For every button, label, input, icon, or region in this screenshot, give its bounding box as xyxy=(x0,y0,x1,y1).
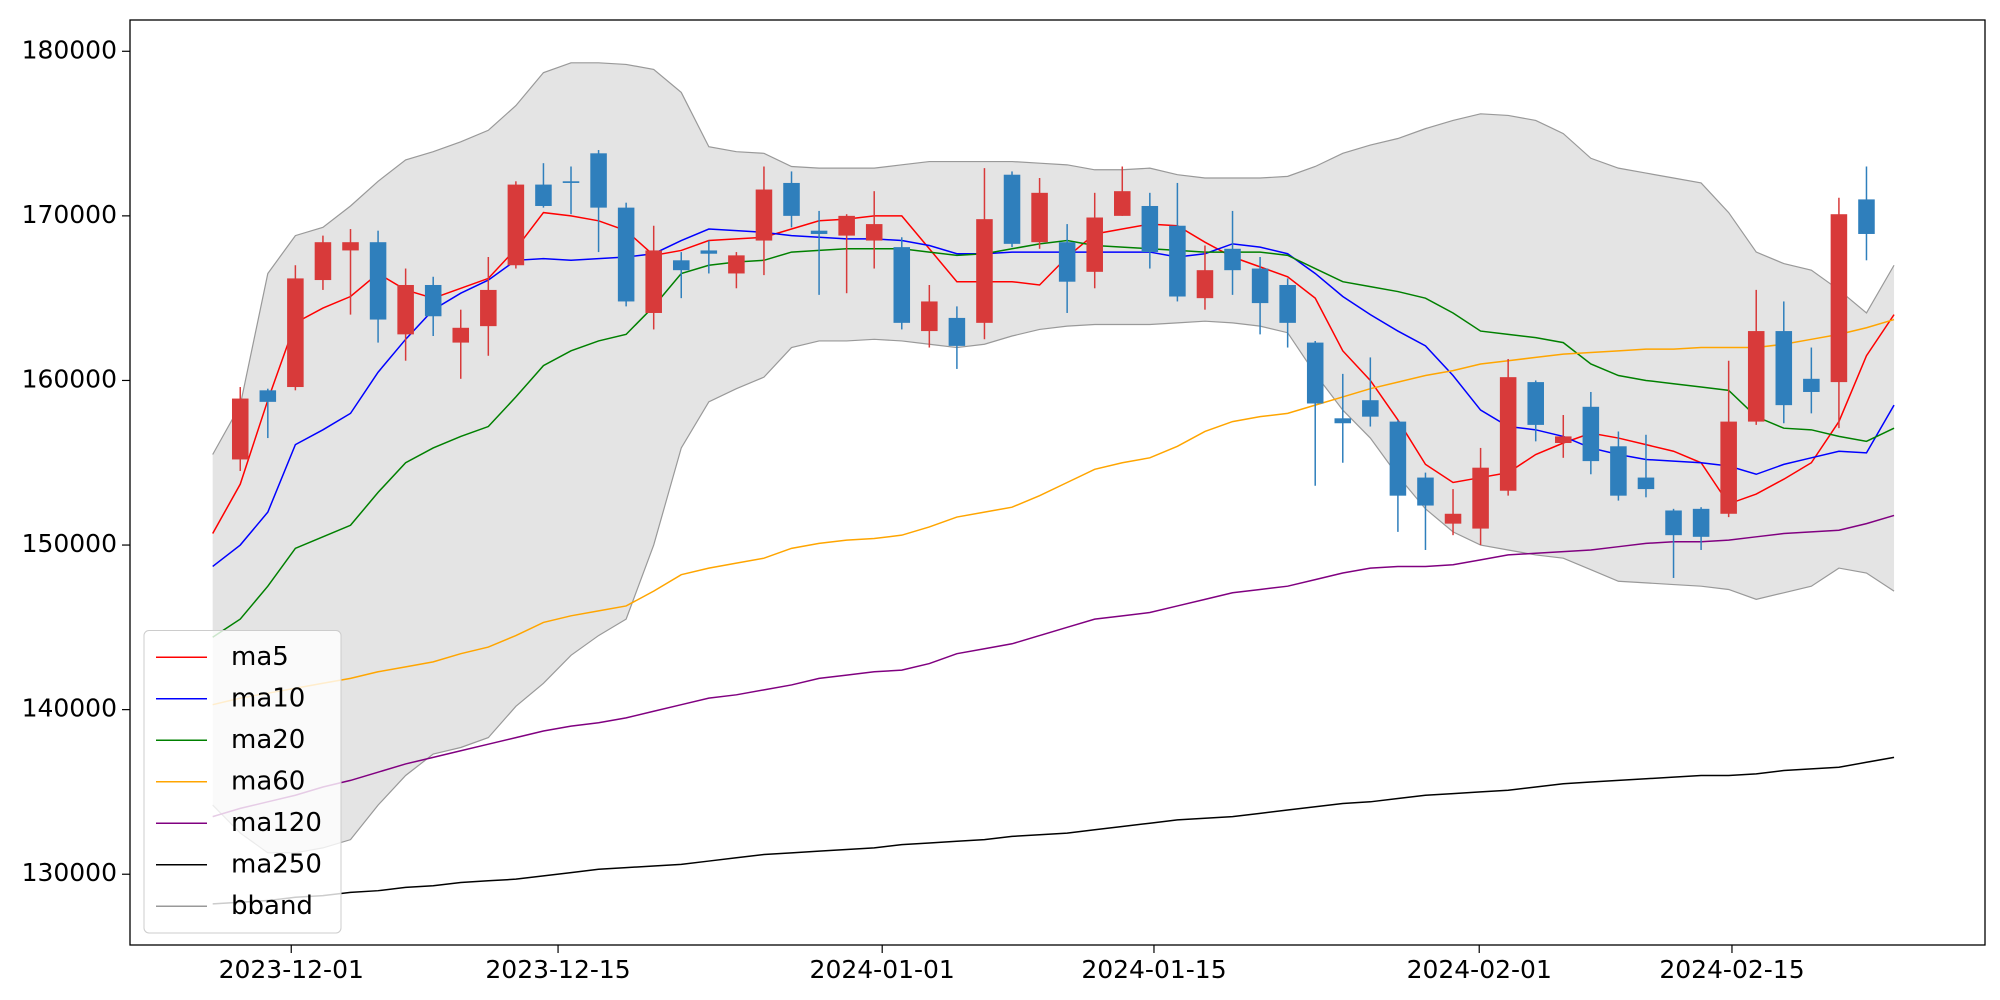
x-tick-label: 2024-01-01 xyxy=(810,955,955,984)
legend-label: ma20 xyxy=(231,725,305,755)
candle-body xyxy=(1692,508,1710,537)
candle-body xyxy=(645,250,662,313)
candle-body xyxy=(810,230,828,234)
candle-body xyxy=(1114,191,1131,216)
candle-body xyxy=(1472,467,1489,529)
candle-body xyxy=(287,278,304,388)
x-tick-label: 2024-02-01 xyxy=(1407,955,1552,984)
legend-label: ma10 xyxy=(231,683,305,713)
candle-body xyxy=(617,207,635,302)
ma-line xyxy=(212,514,1895,818)
candle-body xyxy=(1720,421,1737,514)
legend: ma5 ma10 ma20 ma60 ma120 ma250 bband xyxy=(143,630,342,934)
candle-body xyxy=(1031,192,1048,243)
plot-area xyxy=(212,62,1895,905)
y-tick-label: 180000 xyxy=(22,35,117,64)
y-tick-label: 130000 xyxy=(22,858,117,887)
x-tick-label: 2023-12-15 xyxy=(485,955,630,984)
candle-body xyxy=(1858,199,1875,234)
candle-body xyxy=(1775,331,1793,406)
candle-body xyxy=(1555,436,1572,443)
candle-body xyxy=(1830,214,1848,383)
x-tick-label: 2024-01-15 xyxy=(1081,955,1226,984)
candle-body xyxy=(838,215,855,236)
legend-label: ma60 xyxy=(231,766,305,796)
candle-body xyxy=(1058,242,1076,282)
candle-body xyxy=(342,242,359,251)
candle-body xyxy=(1417,477,1434,506)
plot-frame xyxy=(129,19,1986,946)
candle-body xyxy=(562,181,580,183)
candle-body xyxy=(1747,331,1765,422)
candle-body xyxy=(1251,268,1269,304)
x-tick-label: 2023-12-01 xyxy=(219,955,364,984)
candle-body xyxy=(259,390,277,402)
candle-body xyxy=(1169,225,1186,297)
candle-body xyxy=(1582,406,1600,462)
candle-body xyxy=(1499,377,1517,491)
candle-body xyxy=(1610,446,1627,496)
candle-body xyxy=(755,189,773,241)
y-tick-label: 160000 xyxy=(22,364,117,393)
candle-body xyxy=(865,224,883,241)
candle-body xyxy=(1279,284,1296,323)
candle-body xyxy=(1665,510,1682,536)
candle-body xyxy=(452,327,470,343)
candle-body xyxy=(700,250,718,254)
candle-body xyxy=(893,247,911,323)
candle-body xyxy=(1444,513,1462,524)
y-tick-label: 140000 xyxy=(22,694,117,723)
legend-label: ma5 xyxy=(231,642,289,672)
candle-body xyxy=(507,184,525,266)
ma-line xyxy=(212,318,1895,706)
candle-body xyxy=(1003,174,1021,244)
candle-body xyxy=(1086,217,1103,272)
y-tick-label: 150000 xyxy=(22,529,117,558)
candle-body xyxy=(783,182,800,216)
candle-body xyxy=(480,289,497,327)
candle-body xyxy=(1306,342,1324,404)
legend-label: bband xyxy=(231,891,313,921)
candle-body xyxy=(921,301,938,332)
candle-body xyxy=(1362,400,1379,417)
candle-body xyxy=(948,317,966,346)
candle-body xyxy=(1141,205,1159,253)
candle-body xyxy=(535,184,552,206)
ma-line xyxy=(212,756,1895,905)
candle-body xyxy=(314,242,332,281)
candle-body xyxy=(1389,421,1407,496)
band-lower xyxy=(212,320,1895,854)
candle-body xyxy=(397,284,414,335)
x-tick-label: 2024-02-15 xyxy=(1659,955,1804,984)
candle-body xyxy=(728,255,745,274)
legend-label: ma250 xyxy=(231,849,322,879)
band-area xyxy=(212,62,1895,853)
band-upper xyxy=(212,62,1895,455)
axes: 130000 140000 150000 160000 170000 180000 2023… xyxy=(22,35,1805,984)
candle-body xyxy=(672,260,690,271)
y-tick-label: 170000 xyxy=(22,200,117,229)
candle-body xyxy=(976,219,993,323)
candle-body xyxy=(1527,382,1544,425)
candle-body xyxy=(1637,477,1655,490)
candle-body xyxy=(424,284,442,317)
ma-line xyxy=(212,239,1895,638)
candle-body xyxy=(1803,378,1820,392)
ma-line xyxy=(212,211,1895,534)
legend-label: ma120 xyxy=(231,808,322,838)
candle-body xyxy=(1196,270,1214,299)
candle-body xyxy=(369,242,387,320)
candle-body xyxy=(590,153,607,208)
candle-body xyxy=(231,398,249,460)
candle-body xyxy=(1334,418,1352,424)
legend-box xyxy=(143,630,342,934)
candle-body xyxy=(1224,248,1241,271)
